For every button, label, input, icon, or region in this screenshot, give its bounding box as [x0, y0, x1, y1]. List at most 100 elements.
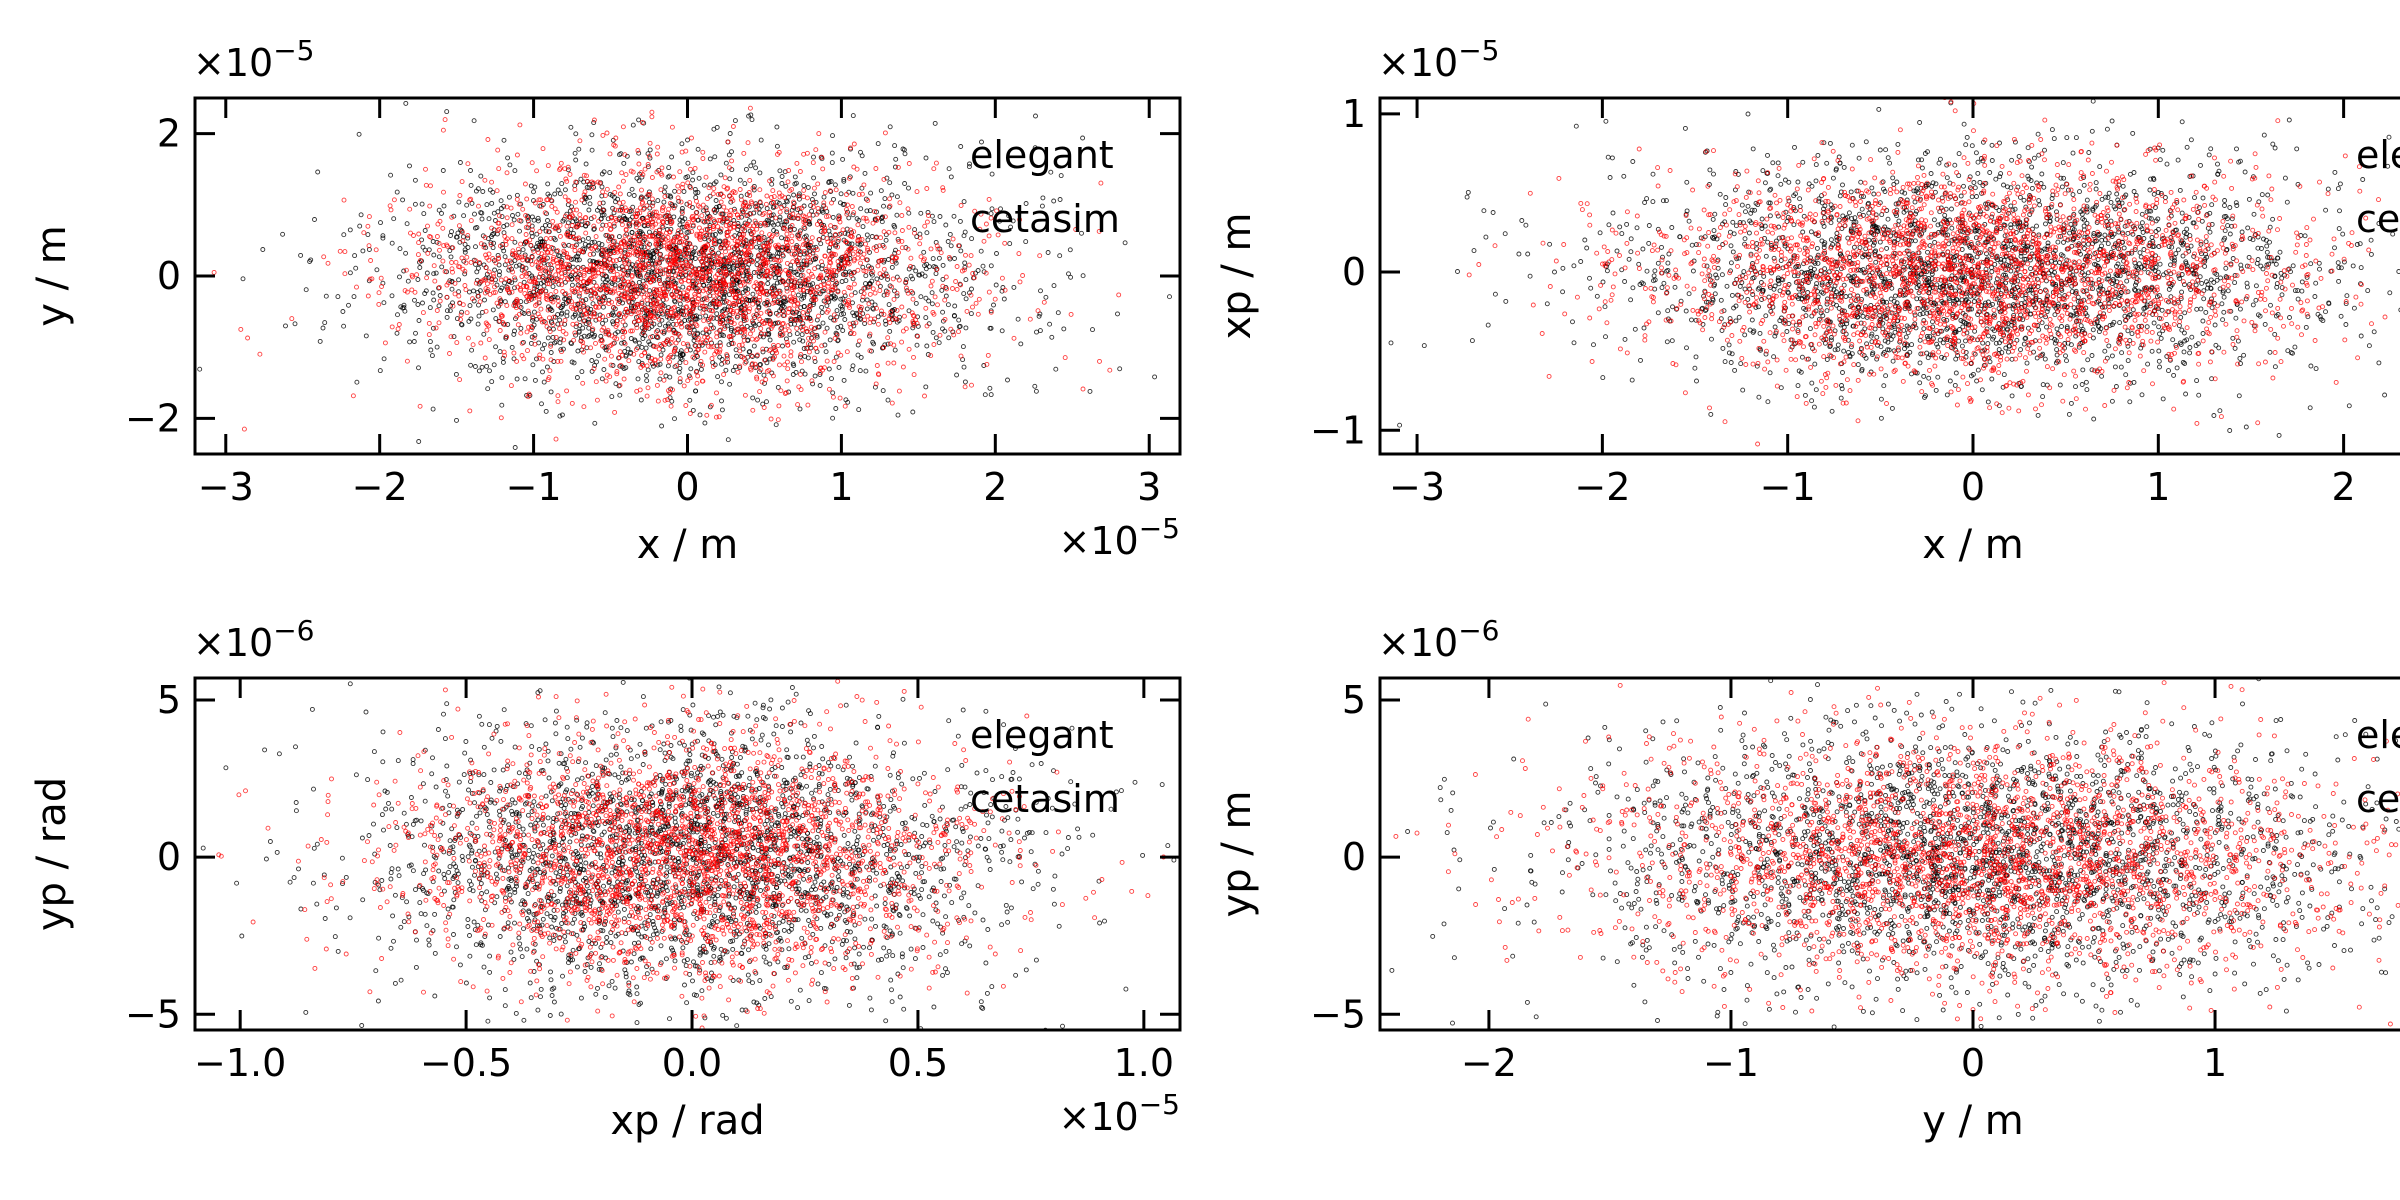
data-point: [925, 213, 931, 218]
data-point: [940, 326, 945, 332]
data-point: [524, 271, 529, 277]
data-point: [738, 321, 744, 327]
data-point: [797, 230, 803, 236]
data-point: [586, 185, 592, 191]
data-point: [766, 327, 772, 333]
data-point: [764, 331, 770, 337]
data-point: [810, 160, 816, 166]
data-point: [641, 294, 647, 300]
data-point: [504, 204, 510, 210]
data-point: [418, 258, 423, 263]
data-point: [540, 356, 546, 362]
data-point: [550, 259, 556, 265]
data-point: [437, 293, 443, 298]
data-point: [501, 203, 507, 209]
data-point: [539, 243, 544, 248]
data-point: [1001, 296, 1007, 302]
data-point: [719, 379, 724, 385]
data-point: [619, 267, 625, 273]
data-point: [529, 273, 535, 279]
data-point: [257, 351, 263, 357]
data-point: [523, 232, 529, 237]
data-point: [687, 203, 693, 209]
data-point: [885, 335, 891, 341]
data-point: [932, 294, 938, 300]
data-point: [754, 364, 760, 370]
data-point: [706, 185, 712, 191]
data-point: [880, 388, 886, 394]
data-point: [833, 187, 839, 193]
data-point: [726, 212, 732, 218]
data-point: [468, 168, 473, 173]
data-point: [322, 320, 328, 326]
data-point: [431, 252, 437, 258]
data-point: [456, 199, 462, 205]
data-point: [535, 215, 541, 221]
data-point: [529, 160, 535, 166]
data-point: [889, 264, 895, 270]
data-point: [700, 310, 706, 316]
data-point: [665, 397, 670, 403]
data-point: [696, 235, 702, 241]
data-point: [363, 333, 369, 339]
data-point: [397, 246, 403, 252]
data-point: [548, 341, 554, 347]
data-point: [777, 268, 783, 274]
data-point: [811, 175, 817, 181]
data-point: [785, 366, 791, 372]
data-point: [863, 196, 869, 202]
data-point: [638, 291, 644, 297]
data-point: [566, 261, 572, 267]
data-point: [858, 354, 864, 360]
data-point: [696, 225, 702, 231]
data-point: [449, 229, 454, 235]
data-point: [671, 294, 677, 300]
data-point: [617, 392, 623, 398]
data-point: [695, 337, 701, 343]
data-point: [653, 308, 658, 314]
data-point: [734, 273, 740, 278]
data-point: [631, 319, 637, 325]
data-point: [770, 292, 776, 298]
data-point: [842, 253, 848, 259]
data-point: [412, 201, 418, 207]
data-point: [472, 211, 477, 217]
data-point: [599, 184, 605, 190]
data-point: [633, 224, 639, 230]
data-point: [672, 273, 678, 279]
data-point: [685, 378, 691, 384]
data-point: [694, 316, 700, 322]
data-point: [863, 368, 869, 374]
data-point: [765, 281, 771, 286]
data-point: [836, 236, 842, 242]
data-point: [653, 329, 659, 335]
data-point: [801, 194, 807, 200]
data-point: [702, 349, 708, 355]
data-point: [792, 181, 798, 187]
data-point: [621, 239, 627, 245]
data-point: [706, 318, 712, 324]
data-point: [873, 235, 879, 241]
data-point: [528, 294, 534, 299]
data-point: [609, 299, 615, 305]
data-point: [546, 315, 552, 321]
data-point: [740, 289, 746, 295]
data-point: [676, 369, 682, 375]
data-point: [512, 168, 518, 174]
data-point: [532, 200, 538, 206]
data-point: [642, 325, 648, 331]
data-point: [550, 284, 556, 290]
data-point: [377, 368, 383, 374]
data-point: [583, 223, 589, 229]
data-point: [823, 205, 828, 211]
data-point: [785, 323, 791, 329]
data-point: [782, 362, 788, 368]
data-point: [647, 140, 653, 146]
data-point: [690, 177, 696, 183]
data-point: [718, 269, 724, 274]
data-point: [1047, 321, 1053, 327]
data-point: [588, 345, 594, 351]
data-point: [842, 272, 847, 278]
data-point: [600, 247, 606, 253]
data-point: [930, 329, 936, 335]
